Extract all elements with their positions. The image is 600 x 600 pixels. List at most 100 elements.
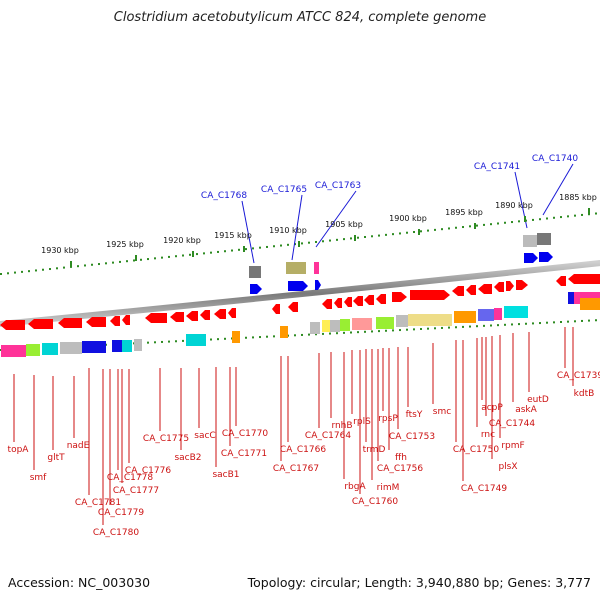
inner-dot [511,323,513,326]
outer-dot [224,250,226,253]
scale-tick-label: 1890 kbp [495,201,533,210]
outer-dot [35,269,37,272]
outer-dot [140,258,142,261]
lower-gene-label: CA_C1777 [113,486,159,496]
outer-dot [364,235,366,238]
outer-dot [434,228,436,231]
category-box [330,320,340,332]
inner-dot [252,336,254,339]
inner-dot [406,328,408,331]
inner-dot [490,324,492,327]
lower-gene-label: kdtB [574,389,595,399]
category-box [232,331,240,343]
lower-gene-label: gltT [47,453,65,463]
inner-dot [343,331,345,334]
gene-arrow [568,274,600,284]
lower-gene-label: sacB2 [174,453,201,463]
inner-dot [161,340,163,343]
gene-arrow [516,280,528,290]
gene-arrow [334,298,342,308]
outer-dot [63,266,65,269]
upper-gene-box [314,262,319,274]
upper-gene-label: CA_C1765 [261,185,307,195]
outer-dot [7,272,9,275]
inner-dot [504,323,506,326]
inner-dot [427,327,429,330]
topology-label: Topology: circular; Length: 3,940,880 bp… [247,575,591,590]
inner-dot [329,332,331,335]
upper-leader-line [315,190,357,248]
outer-dot [322,240,324,243]
gene-arrow [0,320,25,330]
lower-gene-label: CA_C1775 [143,434,189,444]
lower-gene-label: CA_C1778 [107,473,153,483]
upper-leader-line [241,200,255,264]
category-box [186,334,206,346]
upper-leader-line [542,163,574,216]
scale-tick-mark [243,246,245,252]
lower-gene-label: smc [433,407,451,417]
inner-dot [371,330,373,333]
scale-tick-label: 1920 kbp [163,236,201,245]
outer-dot [546,217,548,220]
inner-dot [483,324,485,327]
scale-tick-mark [298,241,300,247]
outer-dot [294,243,296,246]
lower-gene-label: CA_C1776 [125,466,171,476]
outer-dot [252,247,254,250]
outer-dot [105,262,107,265]
inner-dot [574,320,576,323]
scale-tick-mark [70,261,72,267]
outer-dot [581,213,583,216]
inner-dot [392,329,394,332]
inner-dot [455,326,457,329]
scale-tick-mark [474,223,476,229]
outer-dot [147,258,149,261]
inner-dot [308,333,310,336]
outer-dot [511,221,513,224]
inner-dot [518,323,520,326]
lower-gene-label: rbgA [344,482,366,492]
outer-dot [567,215,569,218]
outer-dot [406,231,408,234]
outer-dot [301,242,303,245]
outer-dot [504,221,506,224]
inner-dot [182,339,184,342]
gene-arrow [200,310,210,320]
genome-backbone [0,260,600,328]
outer-dot [273,245,275,248]
category-box [580,298,600,310]
gene-arrow [28,319,53,329]
outer-dot [133,259,135,262]
inner-dot [525,322,527,325]
outer-dot [532,218,534,221]
inner-dot [532,322,534,325]
accession-label: Accession: NC_003030 [8,575,151,590]
lower-gene-label: CA_C1766 [280,445,326,455]
gene-arrow [410,290,450,300]
gene-arrow [110,316,120,326]
lower-gene-label: ftsY [406,410,423,420]
inner-dot [217,338,219,341]
scale-tick-mark [588,208,590,214]
category-box [494,308,502,320]
outer-dot [112,261,114,264]
outer-dot [490,223,492,226]
gene-arrow [494,282,504,292]
category-box [42,343,58,355]
outer-dot [196,253,198,256]
inner-dot [350,331,352,334]
gene-arrow [58,318,82,328]
category-box [340,319,350,331]
gene-arrow [452,286,464,296]
lower-gene-label: CA_C1780 [93,528,139,538]
category-box [1,345,26,357]
lower-gene-label: plsX [498,462,517,472]
lower-gene-label: CA_C1770 [222,429,268,439]
outer-dot [84,264,86,267]
inner-dot [259,336,261,339]
inner-dot [539,322,541,325]
outer-dot [175,255,177,258]
leader-lines [13,163,574,525]
gene-arrow [272,304,280,314]
